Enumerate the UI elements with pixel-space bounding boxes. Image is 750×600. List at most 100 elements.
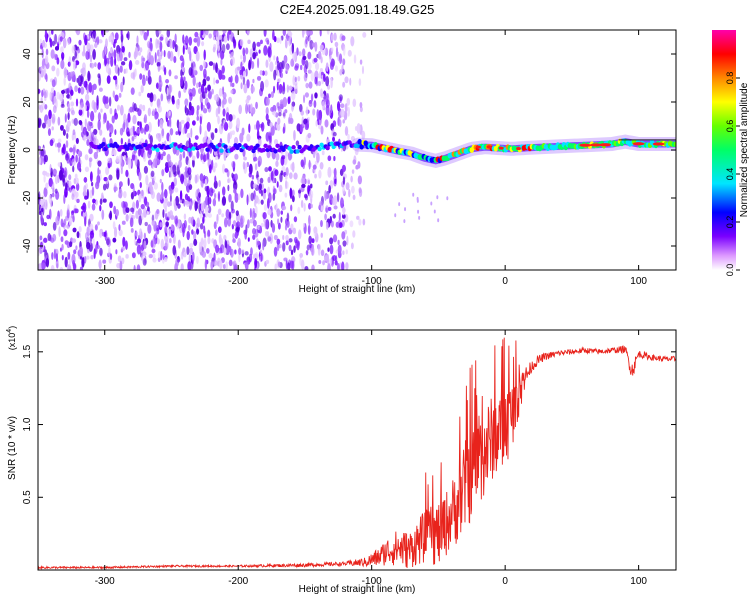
noise-blob	[143, 240, 147, 250]
noise-blob	[201, 41, 205, 47]
noise-blob	[81, 67, 86, 78]
noise-blob	[150, 170, 155, 178]
noise-blob	[58, 226, 61, 237]
noise-blob	[103, 231, 107, 238]
carrier-point	[193, 142, 198, 147]
noise-blob	[275, 152, 280, 161]
noise-blob	[82, 212, 86, 218]
noise-blob	[188, 184, 193, 190]
colorbar-tick-label: 0.2	[725, 216, 735, 229]
noise-blob	[89, 171, 93, 183]
noise-blob	[255, 101, 258, 110]
noise-blob	[196, 115, 200, 121]
spectrogram-noise	[38, 30, 449, 270]
noise-blob	[48, 194, 52, 205]
noise-blob	[212, 46, 216, 53]
noise-blob	[38, 145, 42, 150]
noise-blob	[187, 261, 192, 270]
noise-blob	[288, 112, 293, 123]
noise-blob	[327, 155, 332, 162]
noise-blob	[249, 208, 252, 219]
noise-blob	[213, 260, 218, 266]
noise-blob	[198, 81, 202, 88]
noise-blob	[276, 181, 279, 188]
noise-blob	[205, 30, 209, 36]
noise-blob	[217, 52, 220, 59]
noise-blob	[48, 177, 53, 188]
noise-blob	[273, 234, 278, 241]
noise-blob	[276, 238, 281, 245]
noise-blob	[232, 233, 235, 240]
noise-blob	[138, 104, 143, 110]
noise-blob	[105, 96, 109, 104]
noise-blob	[325, 207, 328, 213]
noise-blob	[65, 140, 69, 148]
noise-blob	[45, 74, 48, 83]
noise-blob	[304, 194, 309, 201]
noise-blob	[97, 167, 100, 177]
noise-blob	[161, 169, 165, 177]
noise-blob	[109, 107, 113, 115]
noise-blob	[250, 247, 253, 256]
noise-blob	[212, 62, 216, 71]
noise-blob	[148, 254, 153, 259]
noise-blob	[279, 66, 282, 78]
noise-blob	[287, 96, 291, 105]
noise-blob	[319, 44, 324, 50]
noise-blob	[262, 191, 266, 200]
noise-blob	[125, 207, 130, 213]
noise-blob	[334, 41, 339, 47]
noise-blob	[234, 231, 239, 239]
noise-blob	[50, 87, 55, 94]
noise-blob	[151, 248, 156, 254]
noise-blob	[203, 225, 206, 235]
noise-blob	[430, 201, 433, 206]
noise-blob	[220, 244, 225, 254]
carrier-point	[155, 147, 160, 153]
noise-blob	[55, 248, 59, 256]
noise-blob	[144, 221, 148, 227]
carrier-point	[205, 147, 210, 152]
noise-blob	[79, 266, 84, 270]
noise-blob	[201, 30, 204, 36]
noise-blob	[114, 129, 117, 136]
noise-blob	[158, 30, 162, 35]
noise-blob	[135, 199, 139, 209]
noise-blob	[264, 70, 268, 77]
noise-blob	[67, 107, 71, 113]
noise-blob	[156, 49, 160, 57]
noise-blob	[250, 192, 255, 202]
noise-blob	[206, 84, 212, 92]
noise-blob	[251, 107, 256, 115]
noise-blob	[294, 83, 298, 95]
noise-blob	[248, 59, 251, 71]
noise-blob	[308, 159, 311, 170]
noise-blob	[281, 205, 287, 211]
noise-blob	[42, 39, 46, 48]
noise-blob	[147, 224, 152, 234]
colorbar-gradient	[712, 30, 736, 270]
noise-blob	[66, 94, 71, 99]
noise-blob	[242, 70, 246, 78]
noise-blob	[291, 161, 295, 173]
noise-blob	[349, 220, 354, 228]
noise-blob	[157, 133, 162, 142]
noise-blob	[222, 264, 226, 269]
noise-blob	[137, 51, 141, 56]
noise-blob	[199, 124, 202, 135]
noise-blob	[134, 155, 138, 166]
noise-blob	[140, 127, 144, 134]
noise-blob	[166, 119, 170, 127]
noise-blob	[342, 240, 347, 247]
noise-blob	[437, 218, 440, 223]
noise-blob	[272, 193, 276, 201]
noise-blob	[120, 137, 124, 145]
noise-blob	[47, 233, 51, 242]
noise-blob	[73, 177, 77, 185]
noise-blob	[109, 253, 113, 261]
noise-blob	[308, 99, 313, 108]
noise-blob	[108, 96, 112, 107]
noise-blob	[237, 237, 241, 248]
noise-blob	[227, 132, 231, 144]
noise-blob	[305, 249, 309, 256]
